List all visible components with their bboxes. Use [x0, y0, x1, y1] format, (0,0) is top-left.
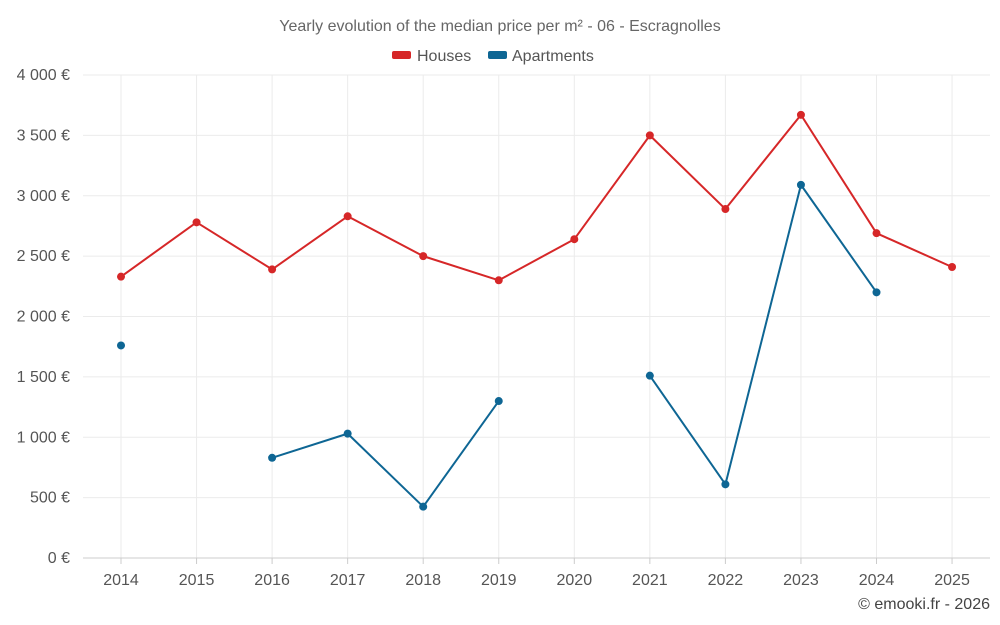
series-line-houses	[120, 113, 953, 282]
x-axis: 2014 2015 2016 2017 2018 2019 2020 2021 2022 2023…	[83, 557, 990, 589]
y-tick-label: 500 €	[30, 490, 70, 507]
data-point-apartments-2017[interactable]: Apartments 2017: 1030 €	[343, 429, 352, 438]
x-tick-label: 2019	[481, 572, 517, 589]
legend-label-apartments: Apartments	[512, 48, 594, 65]
data-point-apartments-2018[interactable]: Apartments 2018: 425 €	[419, 502, 428, 511]
series-line-apartments	[271, 400, 500, 508]
data-point-apartments-2024[interactable]: Apartments 2024: 2200 €	[872, 288, 881, 297]
data-point-houses-2022[interactable]: Houses 2022: 2890 €	[721, 205, 730, 214]
x-tick-label: 2020	[557, 572, 593, 589]
y-tick-label: 0 €	[48, 550, 70, 567]
data-point-apartments-2023[interactable]: Apartments 2023: 3090 €	[796, 180, 805, 189]
series-layer: Houses 2014: 2330 € Houses 2015: 2780 € Ho…	[117, 110, 957, 511]
x-tick-label: 2024	[859, 572, 895, 589]
x-tick-label: 2022	[708, 572, 744, 589]
data-point-houses-2014[interactable]: Houses 2014: 2330 €	[117, 272, 125, 281]
series-apartments: Apartments 2014: 1760 € Apartments 2016: …	[117, 180, 881, 511]
y-tick-label: 2 000 €	[17, 309, 70, 326]
legend-item-apartments[interactable]: Apartments	[488, 48, 594, 65]
y-tick-label: 3 000 €	[17, 188, 70, 205]
y-tick-label: 1 500 €	[17, 369, 70, 386]
data-point-apartments-2021[interactable]: Apartments 2021: 1510 €	[645, 371, 654, 380]
data-point-houses-2016[interactable]: Houses 2016: 2390 €	[268, 265, 277, 274]
data-point-apartments-2016[interactable]: Apartments 2016: 830 €	[268, 453, 277, 462]
grid	[83, 74, 990, 558]
y-axis: 0 € 500 € 1 000 € 1 500 € 2 000 € 2 500 € 3 00…	[17, 67, 70, 567]
data-point-houses-2017[interactable]: Houses 2017: 2830 €	[343, 212, 352, 221]
credit: © emooki.fr - 2026	[858, 596, 990, 613]
data-point-houses-2019[interactable]: Houses 2019: 2300 €	[494, 276, 503, 285]
x-tick-label: 2015	[179, 572, 215, 589]
y-tick-label: 4 000 €	[17, 67, 70, 84]
legend-item-houses[interactable]: Houses	[392, 48, 471, 65]
data-point-apartments-2022[interactable]: Apartments 2022: 610 €	[721, 480, 730, 489]
data-point-houses-2015[interactable]: Houses 2015: 2780 €	[192, 218, 201, 227]
x-tick-label: 2014	[103, 572, 139, 589]
x-tick-label: 2017	[330, 572, 366, 589]
y-tick-label: 3 500 €	[17, 127, 70, 144]
y-tick-label: 1 000 €	[17, 429, 70, 446]
series-line-apartments	[649, 183, 878, 486]
data-point-houses-2025[interactable]: Houses 2025: 2410 €	[948, 262, 957, 271]
data-point-apartments-2019[interactable]: Apartments 2019: 1300 €	[494, 397, 503, 406]
y-tick-label: 2 500 €	[17, 248, 70, 265]
series-houses: Houses 2014: 2330 € Houses 2015: 2780 € Ho…	[117, 110, 957, 285]
data-point-houses-2023[interactable]: Houses 2023: 3670 €	[796, 110, 805, 119]
x-tick-label: 2018	[405, 572, 441, 589]
x-tick-label: 2016	[254, 572, 290, 589]
x-tick-label: 2021	[632, 572, 668, 589]
chart-title: Yearly evolution of the median price per…	[279, 18, 720, 35]
legend: Houses Apartments	[392, 48, 594, 65]
data-point-apartments-2014[interactable]: Apartments 2014: 1760 €	[117, 341, 125, 350]
legend-swatch-houses	[392, 51, 411, 59]
x-tick-label: 2025	[934, 572, 970, 589]
data-point-houses-2020[interactable]: Houses 2020: 2640 €	[570, 235, 579, 244]
x-tick-label: 2023	[783, 572, 819, 589]
legend-swatch-apartments	[488, 51, 507, 59]
legend-label-houses: Houses	[417, 48, 471, 65]
data-point-houses-2024[interactable]: Houses 2024: 2690 €	[872, 229, 881, 238]
